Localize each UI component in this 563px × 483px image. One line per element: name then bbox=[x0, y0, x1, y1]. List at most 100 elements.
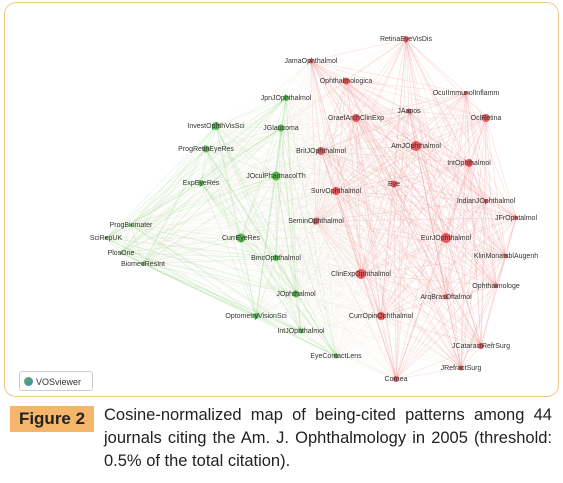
edge bbox=[320, 150, 462, 369]
edge bbox=[495, 217, 517, 287]
node bbox=[342, 77, 350, 85]
node-label: CurrOpinOphthalmol bbox=[349, 313, 414, 320]
edge bbox=[345, 80, 487, 119]
edge bbox=[275, 80, 347, 177]
edge bbox=[295, 273, 362, 295]
edge bbox=[320, 150, 470, 164]
edge bbox=[315, 150, 322, 222]
node bbox=[292, 290, 300, 298]
node-label: JOculPharmacolTh bbox=[246, 173, 306, 180]
edge bbox=[142, 175, 277, 265]
edge bbox=[105, 110, 410, 239]
edge bbox=[295, 220, 317, 295]
edge bbox=[445, 162, 470, 239]
edge bbox=[275, 175, 447, 239]
edge bbox=[280, 127, 395, 185]
edge bbox=[485, 117, 517, 219]
edge bbox=[300, 330, 337, 357]
edge bbox=[205, 127, 282, 150]
edge bbox=[468, 162, 487, 202]
edge bbox=[275, 92, 467, 259]
edge bbox=[105, 127, 282, 239]
edge bbox=[142, 263, 362, 275]
edge bbox=[393, 183, 397, 380]
node-label: JamaOphthalmol bbox=[285, 58, 338, 65]
edge bbox=[105, 237, 497, 287]
edge bbox=[315, 220, 462, 369]
edge bbox=[320, 150, 447, 298]
edge bbox=[310, 60, 382, 317]
edge bbox=[275, 175, 382, 317]
node bbox=[277, 124, 285, 132]
node bbox=[271, 171, 281, 181]
edge bbox=[200, 182, 487, 202]
edge bbox=[205, 148, 397, 380]
edge bbox=[255, 60, 312, 317]
edge bbox=[120, 182, 202, 254]
edge bbox=[215, 38, 407, 127]
node-label: KlinMonatsblAugenh bbox=[474, 253, 538, 260]
edge bbox=[295, 200, 487, 295]
edge bbox=[280, 127, 482, 347]
edge bbox=[380, 315, 462, 369]
edge bbox=[200, 162, 470, 184]
edge bbox=[142, 255, 507, 265]
edge bbox=[105, 162, 470, 239]
edge bbox=[395, 110, 410, 380]
edge bbox=[360, 162, 470, 275]
edge bbox=[200, 110, 410, 184]
node bbox=[312, 217, 320, 225]
edge bbox=[380, 38, 407, 317]
edge bbox=[445, 162, 470, 298]
edge bbox=[105, 38, 407, 239]
edge bbox=[275, 110, 410, 259]
edge bbox=[315, 200, 487, 222]
edge bbox=[205, 148, 497, 287]
edge bbox=[295, 293, 337, 357]
edge bbox=[320, 92, 467, 152]
edge bbox=[120, 252, 462, 369]
edge bbox=[395, 162, 470, 380]
edge bbox=[240, 145, 417, 239]
edge bbox=[315, 117, 357, 222]
edge bbox=[275, 175, 447, 298]
edge bbox=[295, 60, 312, 295]
edge bbox=[285, 97, 497, 287]
edge bbox=[200, 182, 397, 380]
edge bbox=[408, 110, 517, 219]
edge bbox=[405, 38, 487, 202]
edge bbox=[205, 148, 507, 257]
edge bbox=[395, 237, 447, 380]
edge bbox=[240, 237, 297, 295]
edge bbox=[120, 110, 410, 254]
node-label: SurvOphthalmol bbox=[311, 188, 362, 195]
node bbox=[377, 312, 385, 320]
edge bbox=[465, 92, 482, 347]
edge bbox=[255, 273, 362, 317]
edge bbox=[405, 38, 470, 164]
edge bbox=[255, 255, 507, 317]
edge bbox=[130, 224, 447, 239]
edge bbox=[345, 80, 517, 219]
edge bbox=[345, 80, 482, 347]
edge bbox=[310, 60, 357, 119]
edge bbox=[120, 252, 507, 257]
edge bbox=[215, 110, 410, 127]
edge bbox=[445, 296, 482, 347]
edge bbox=[335, 92, 467, 192]
edge bbox=[130, 97, 287, 226]
edge bbox=[355, 92, 467, 119]
edge bbox=[280, 127, 517, 219]
edge bbox=[120, 252, 382, 317]
edge bbox=[200, 182, 447, 239]
edge bbox=[355, 117, 462, 369]
edge bbox=[255, 315, 462, 369]
edge bbox=[275, 175, 482, 347]
edge bbox=[315, 220, 397, 380]
edge bbox=[205, 110, 410, 150]
edge bbox=[275, 255, 507, 259]
edge bbox=[255, 80, 347, 317]
edge bbox=[240, 237, 382, 317]
edge bbox=[445, 237, 507, 257]
edge bbox=[445, 92, 467, 298]
